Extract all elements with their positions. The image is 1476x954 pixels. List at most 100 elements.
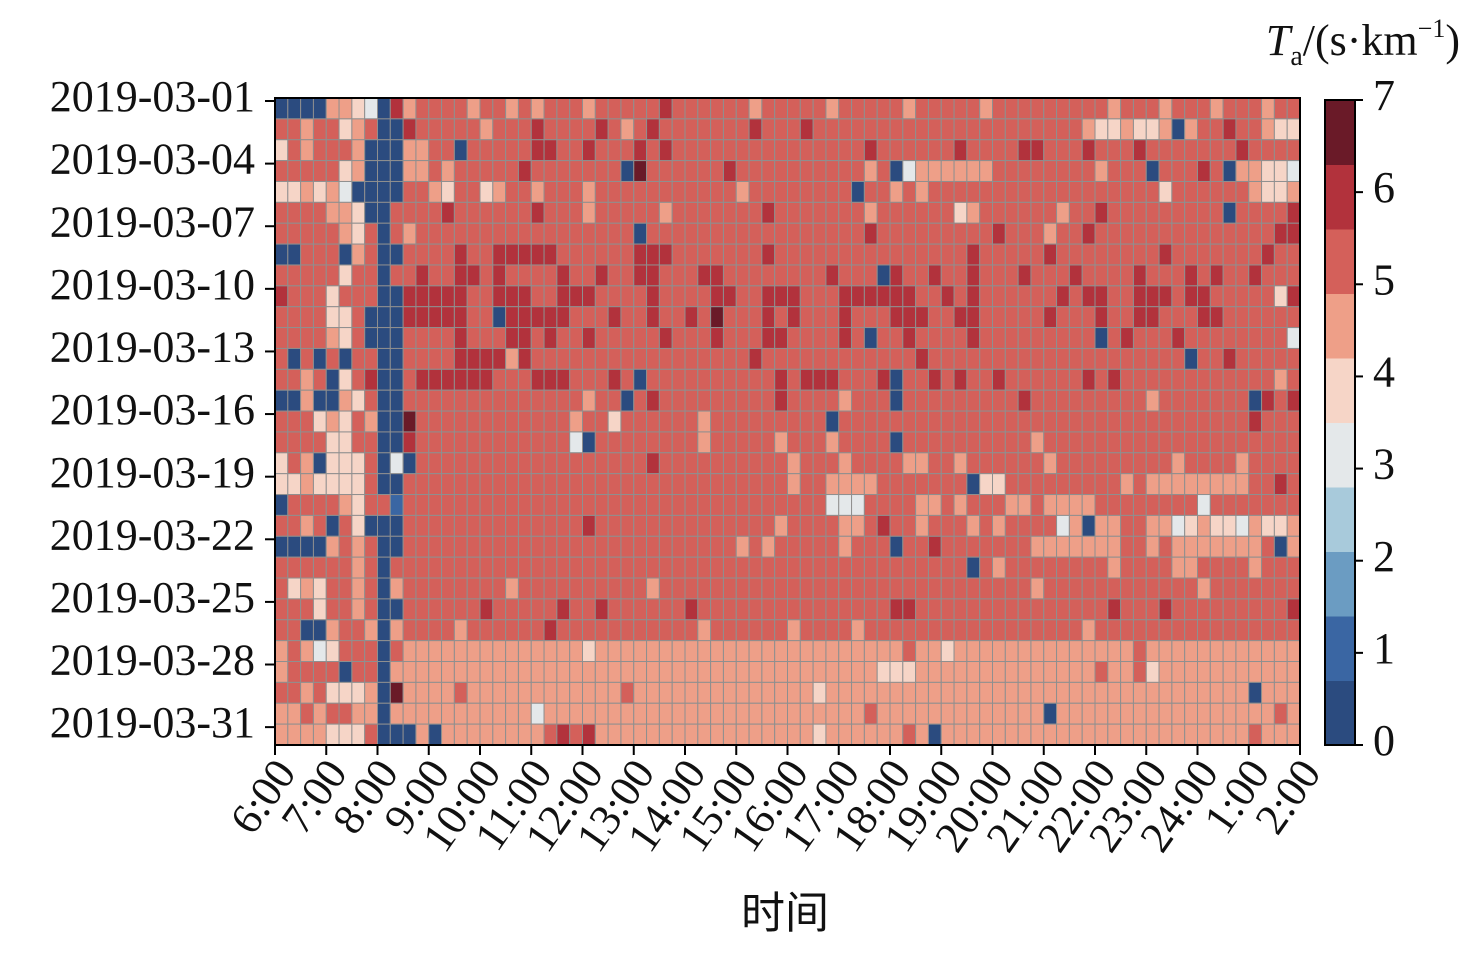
cell: [594, 640, 609, 663]
cell: [312, 723, 327, 746]
cell: [825, 285, 840, 308]
cell: [415, 431, 430, 454]
cell: [902, 118, 917, 141]
cell: [377, 160, 391, 182]
cell: [517, 577, 532, 600]
cell: [915, 723, 929, 746]
cell: [979, 243, 993, 266]
cell: [1209, 556, 1224, 579]
cell: [658, 598, 673, 621]
cell: [735, 494, 750, 516]
cell: [594, 577, 609, 600]
cell: [351, 681, 366, 704]
cell: [1107, 452, 1122, 475]
cell: [774, 285, 788, 308]
cell: [953, 556, 968, 579]
cell: [364, 410, 378, 433]
cell: [863, 640, 878, 663]
cell: [812, 389, 827, 412]
cell: [1261, 535, 1275, 558]
cell: [1273, 619, 1288, 642]
cell: [1056, 347, 1070, 370]
cell: [799, 118, 814, 141]
cell: [620, 347, 635, 370]
cell: [1132, 264, 1147, 287]
cell: [594, 327, 609, 349]
cell: [338, 598, 353, 621]
cell: [722, 306, 737, 329]
cell: [927, 514, 942, 537]
cell: [697, 556, 712, 579]
cell: [453, 264, 468, 287]
cell: [492, 598, 507, 621]
cell: [492, 535, 507, 558]
cell: [441, 347, 455, 370]
cell: [1235, 431, 1250, 454]
cell: [1248, 180, 1263, 203]
cell: [466, 577, 481, 600]
cell: [1209, 118, 1224, 141]
cell: [1081, 368, 1096, 391]
cell: [851, 139, 865, 162]
cell: [1197, 661, 1211, 683]
cell: [338, 368, 353, 391]
cell: [607, 160, 622, 182]
cell: [569, 201, 583, 224]
cell: [1273, 327, 1288, 349]
cell: [377, 306, 391, 329]
cell: [851, 347, 865, 370]
cell: [646, 347, 660, 370]
cell: [1056, 139, 1070, 162]
cell: [428, 473, 443, 496]
cell: [710, 347, 724, 370]
cell: [569, 306, 583, 329]
cell: [312, 243, 327, 266]
cell: [543, 285, 558, 308]
cell: [851, 556, 865, 579]
cell: [1043, 681, 1058, 704]
cell: [415, 661, 430, 683]
cell: [722, 285, 737, 308]
cell: [274, 661, 289, 683]
cell: [582, 97, 596, 120]
cell: [479, 661, 494, 683]
cell: [876, 285, 891, 308]
cell: [671, 306, 686, 329]
cell: [530, 285, 545, 308]
cell: [1209, 494, 1224, 516]
cell: [556, 327, 571, 349]
cell: [607, 535, 622, 558]
cell: [274, 410, 289, 433]
cell: [569, 431, 583, 454]
cell: [684, 514, 699, 537]
cell: [992, 180, 1006, 203]
cell: [927, 243, 942, 266]
cell: [1030, 514, 1045, 537]
cell: [735, 160, 750, 182]
cell: [582, 598, 596, 621]
cell: [774, 598, 788, 621]
cell: [492, 222, 507, 245]
cell: [1030, 243, 1045, 266]
cell: [927, 619, 942, 642]
cell: [1273, 222, 1288, 245]
cell: [940, 368, 955, 391]
cell: [940, 535, 955, 558]
cell: [915, 535, 929, 558]
cell: [1222, 327, 1237, 349]
cell: [530, 306, 545, 329]
cell: [1248, 389, 1263, 412]
cell: [543, 368, 558, 391]
cell: [1004, 160, 1019, 182]
cell: [505, 264, 519, 287]
cell: [940, 243, 955, 266]
cell: [338, 494, 353, 516]
cell: [1094, 514, 1109, 537]
cell: [1056, 514, 1070, 537]
cell: [1158, 180, 1173, 203]
cell: [992, 368, 1006, 391]
cell: [1107, 473, 1122, 496]
cell: [902, 640, 917, 663]
cell: [915, 222, 929, 245]
cell: [722, 160, 737, 182]
